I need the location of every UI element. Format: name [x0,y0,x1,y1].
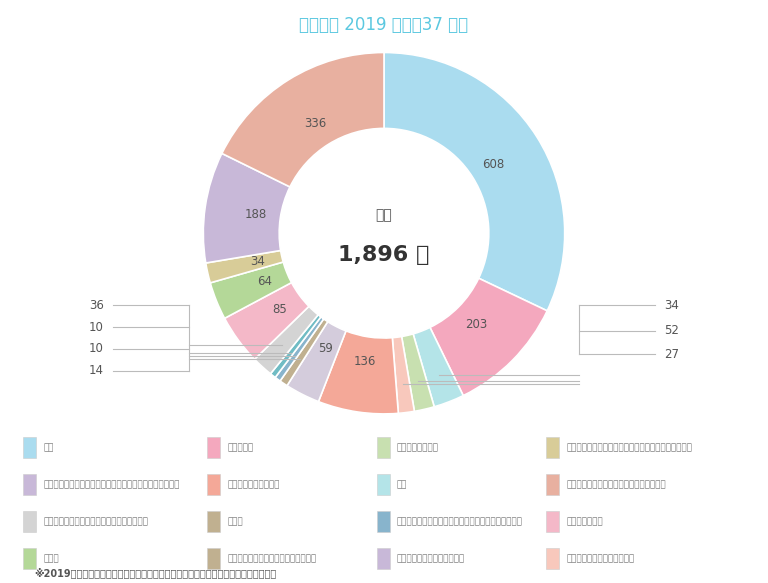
Text: 家具（造作家具含む）: 家具（造作家具含む） [227,480,280,489]
Text: 34: 34 [664,299,679,312]
Wedge shape [222,52,384,187]
Bar [377,511,390,532]
Wedge shape [430,278,547,396]
Bar [547,511,559,532]
Text: 27: 27 [664,348,679,361]
Bar [23,437,36,458]
Text: インテリア建材（内部建具、窓サッシ等）: インテリア建材（内部建具、窓サッシ等） [567,480,667,489]
Bar [377,473,390,496]
Text: 608: 608 [482,157,505,171]
Bar [547,437,559,458]
Text: その他（上記に該当しない）: その他（上記に該当しない） [397,554,465,563]
Text: 合計: 合計 [376,208,392,222]
Text: 合格者数 2019 年度（37 回）: 合格者数 2019 年度（37 回） [300,16,468,34]
Text: 34: 34 [250,255,266,268]
Text: 136: 136 [354,354,376,367]
Bar [23,511,36,532]
Bar [547,473,559,496]
Wedge shape [210,262,292,318]
Text: 188: 188 [245,208,267,221]
Text: 52: 52 [664,324,679,338]
Bar [207,437,220,458]
Text: 10: 10 [89,342,104,356]
Bar [377,548,390,570]
Wedge shape [413,328,463,407]
Bar [547,548,559,570]
Bar [377,437,390,458]
Text: 教育・コンサルティング・出版・印刷: 教育・コンサルティング・出版・印刷 [227,554,316,563]
Text: 85: 85 [273,303,287,316]
Text: デザイン・設計: デザイン・設計 [567,517,604,526]
Wedge shape [206,251,283,283]
Text: リフォーム: リフォーム [227,443,253,452]
Wedge shape [287,322,346,402]
Wedge shape [224,283,309,359]
Text: 不動産: 不動産 [43,554,59,563]
Wedge shape [319,331,399,414]
Text: 64: 64 [257,275,272,288]
Wedge shape [270,315,321,377]
Wedge shape [392,336,415,413]
Wedge shape [402,334,434,412]
Wedge shape [254,306,318,374]
Text: 59: 59 [318,342,333,355]
Text: ※2019年度から調査項目の見直しをしたため、前年度との比較データはありません。: ※2019年度から調査項目の見直しをしたため、前年度との比較データはありません。 [35,567,276,578]
Text: 14: 14 [89,364,104,377]
Text: 家電品: 家電品 [227,517,243,526]
Bar [23,473,36,496]
Text: 寝装品、インテリア雑貨、インテリアグリーン小物類: 寝装品、インテリア雑貨、インテリアグリーン小物類 [397,517,523,526]
Text: 36: 36 [89,299,104,312]
Bar [207,473,220,496]
Text: 10: 10 [89,321,104,333]
Text: 照明: 照明 [397,480,408,489]
Text: 336: 336 [305,117,327,130]
Text: 窓装飾（ウィンドウトリートメント、カーテンレール等）: 窓装飾（ウィンドウトリートメント、カーテンレール等） [43,480,180,489]
Wedge shape [204,153,290,263]
Text: 内装材（床材、天井、壁、塗装材、装飾材、副資材）: 内装材（床材、天井、壁、塗装材、装飾材、副資材） [567,443,693,452]
Bar [207,548,220,570]
Text: 非就業者（学生・主婦など）: 非就業者（学生・主婦など） [567,554,635,563]
Text: 新築: 新築 [43,443,54,452]
Bar [207,511,220,532]
Bar [23,548,36,570]
Wedge shape [275,317,323,381]
Wedge shape [280,319,328,386]
Wedge shape [384,52,564,311]
Text: 1,896 人: 1,896 人 [339,245,429,265]
Text: 施工（内装関連）: 施工（内装関連） [397,443,439,452]
Text: 住設機器類（キッチン・バス関連、空調等）: 住設機器類（キッチン・バス関連、空調等） [43,517,148,526]
Text: 203: 203 [465,318,487,331]
